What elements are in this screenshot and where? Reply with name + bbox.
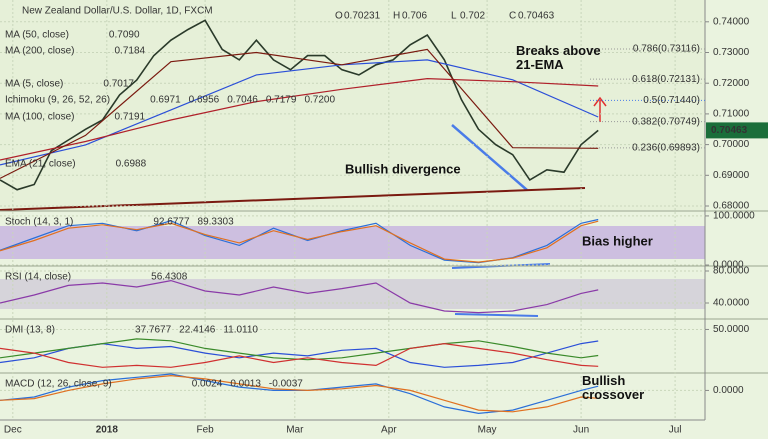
- x-tick-label: Jun: [573, 425, 589, 436]
- panel-value: 56.4308: [151, 272, 188, 283]
- x-tick-label: Apr: [381, 425, 397, 436]
- legend-value: 0.7191: [114, 112, 145, 123]
- panel-value: 89.3303: [198, 217, 235, 228]
- panel-value: 92.6777: [153, 217, 190, 228]
- legend-name: MA (100, close): [5, 112, 74, 123]
- ohlc-label: L: [451, 11, 457, 22]
- legend-name: EMA (21, close): [5, 159, 76, 170]
- y-tick-label: 0.0000: [713, 260, 744, 271]
- x-tick-label: Jul: [669, 425, 682, 436]
- y-tick-label: 0.71000: [713, 109, 750, 120]
- legend-name: MA (50, close): [5, 30, 69, 41]
- panel-value: 0.0024: [192, 379, 223, 390]
- fib-label: 0.5(0.71440): [643, 95, 700, 106]
- trendline: [451, 124, 528, 191]
- price-tag: [706, 122, 768, 139]
- y-tick-label: 40.0000: [713, 298, 750, 309]
- legend-value: 0.6956: [189, 95, 220, 106]
- ohlc-value: 0.702: [460, 11, 485, 22]
- panel-value: 22.4146: [179, 325, 216, 336]
- legend-value: 0.7090: [109, 30, 140, 41]
- series-line: [0, 338, 599, 361]
- annotation: Bullish crossover: [582, 373, 644, 402]
- ohlc-label: C: [509, 11, 516, 22]
- y-tick-label: 0.69000: [713, 170, 750, 181]
- series-line: [0, 279, 599, 314]
- chart-title: New Zealand Dollar/U.S. Dollar, 1D, FXCM: [22, 6, 213, 17]
- legend-value: 0.7017: [103, 79, 134, 90]
- fib-label: 0.382(0.70749): [632, 116, 700, 127]
- trendline: [454, 313, 539, 317]
- panel-name: MACD (12, 26, close, 9): [5, 379, 112, 390]
- annotation: Bias higher: [582, 233, 653, 248]
- fib-label: 0.786(0.73116): [633, 44, 700, 55]
- x-tick-label: May: [478, 425, 497, 436]
- panel-name: RSI (14, close): [5, 272, 71, 283]
- fib-label: 0.618(0.72131): [632, 74, 700, 85]
- ohlc-value: 0.70463: [518, 11, 555, 22]
- ohlc-value: 0.706: [402, 11, 427, 22]
- series-line: [0, 77, 599, 161]
- series-line: [0, 220, 599, 263]
- annotation: Breaks above 21-EMA: [516, 43, 601, 72]
- legend-name: MA (5, close): [5, 79, 63, 90]
- x-tick-label: Dec: [4, 425, 22, 436]
- price-tag-label: 0.70463: [711, 125, 748, 136]
- y-tick-label: 0.72000: [713, 78, 750, 89]
- ohlc-label: O: [335, 11, 343, 22]
- y-tick-label: 0.74000: [713, 16, 750, 27]
- series-line: [0, 19, 599, 191]
- y-tick-label: 0.68000: [713, 201, 750, 212]
- ohlc-label: H: [393, 11, 400, 22]
- legend-value: 0.7200: [304, 95, 335, 106]
- panel-value: 11.0110: [223, 325, 258, 336]
- panel-name: Stoch (14, 3, 1): [5, 217, 73, 228]
- y-tick-label: 0.73000: [713, 47, 750, 58]
- x-tick-label: Feb: [196, 425, 214, 436]
- series-line: [0, 374, 599, 413]
- ohlc-value: 0.70231: [344, 11, 381, 22]
- legend-value: 0.6971: [150, 95, 181, 106]
- x-tick-label: 2018: [96, 425, 119, 436]
- y-tick-label: 100.0000: [713, 211, 755, 222]
- y-tick-label: 0.70000: [713, 139, 750, 150]
- rsi-band: [0, 279, 705, 309]
- y-tick-label: 80.0000: [713, 266, 750, 277]
- annotation: Bullish divergence: [345, 161, 461, 176]
- panel-value: 37.7677: [135, 325, 172, 336]
- panel-name: DMI (13, 8): [5, 325, 55, 336]
- panel-value: 0.0013: [230, 379, 261, 390]
- y-tick-label: 50.0000: [713, 324, 750, 335]
- panel-value: -0.0037: [269, 379, 303, 390]
- legend-value: 0.6988: [116, 159, 147, 170]
- legend-value: 0.7184: [114, 46, 145, 57]
- stoch-band: [0, 226, 705, 259]
- legend-name: Ichimoku (9, 26, 52, 26): [5, 95, 110, 106]
- fib-label: 0.236(0.69893): [632, 143, 700, 154]
- arrow: [593, 96, 607, 122]
- legend-name: MA (200, close): [5, 46, 74, 57]
- x-tick-label: Mar: [286, 425, 304, 436]
- series-line: [0, 48, 599, 179]
- series-line: [0, 342, 599, 368]
- legend-value: 0.7046: [227, 95, 258, 106]
- series-line: [0, 59, 599, 166]
- legend-value: 0.7179: [266, 95, 297, 106]
- y-tick-label: 0.0000: [713, 385, 744, 396]
